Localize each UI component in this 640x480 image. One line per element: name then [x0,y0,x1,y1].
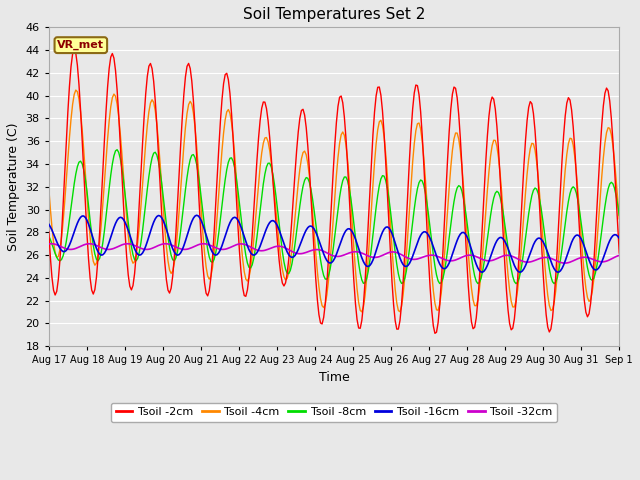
Y-axis label: Soil Temperature (C): Soil Temperature (C) [7,122,20,251]
X-axis label: Time: Time [319,371,349,384]
Legend: Tsoil -2cm, Tsoil -4cm, Tsoil -8cm, Tsoil -16cm, Tsoil -32cm: Tsoil -2cm, Tsoil -4cm, Tsoil -8cm, Tsoi… [111,403,557,422]
Title: Soil Temperatures Set 2: Soil Temperatures Set 2 [243,7,425,22]
Text: VR_met: VR_met [58,40,104,50]
